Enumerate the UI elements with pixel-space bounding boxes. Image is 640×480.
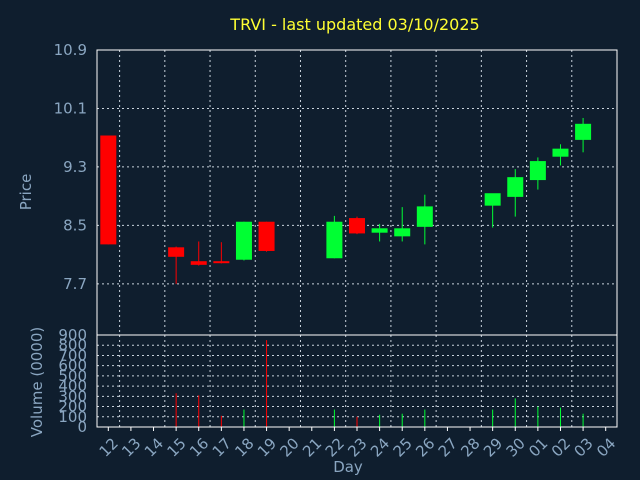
volume-tick-label: 800: [58, 336, 87, 354]
price-tick-label: 8.5: [63, 216, 87, 234]
volume-tick-label: 900: [58, 326, 87, 344]
candle-body: [100, 135, 117, 245]
price-axis-label: Price: [17, 174, 35, 211]
candle-body: [213, 261, 230, 264]
volume-tick-label: 500: [58, 367, 87, 385]
candle-body: [190, 261, 207, 265]
candle-body: [349, 218, 365, 234]
x-axis-label: Day: [333, 458, 363, 476]
candle-body: [258, 221, 275, 251]
candle-body: [575, 123, 592, 140]
price-tick-label: 10.1: [54, 99, 87, 117]
price-panel: 7.7 8.5 9.3 10.1 10.9: [54, 41, 618, 336]
candle-body: [235, 221, 252, 260]
candle-body: [168, 247, 185, 257]
volume-plot-area: [97, 335, 617, 427]
candle-body: [552, 148, 569, 157]
volume-tick-label: 400: [58, 377, 87, 395]
volume-tick-label: 700: [58, 346, 87, 364]
price-tick-label: 9.3: [63, 158, 87, 176]
volume-tick-label: 0: [77, 418, 87, 436]
price-tick-label: 10.9: [54, 41, 87, 59]
volume-tick-label: 600: [58, 357, 87, 375]
candle-body: [394, 228, 411, 237]
price-tick-label: 7.7: [63, 275, 87, 293]
candle-body: [484, 193, 501, 206]
chart-title: TRVI - last updated 03/10/2025: [229, 15, 479, 34]
volume-tick-label: 100: [58, 408, 87, 426]
candle-body: [416, 206, 433, 227]
price-plot-area: [97, 50, 617, 335]
candle-body: [529, 161, 546, 181]
volume-tick-label: 300: [58, 387, 87, 405]
candle-body: [371, 228, 388, 233]
volume-axis-label: Volume (0000): [28, 327, 46, 437]
candle-body: [326, 221, 343, 259]
candle-body: [507, 177, 524, 197]
volume-tick-label: 200: [58, 398, 87, 416]
